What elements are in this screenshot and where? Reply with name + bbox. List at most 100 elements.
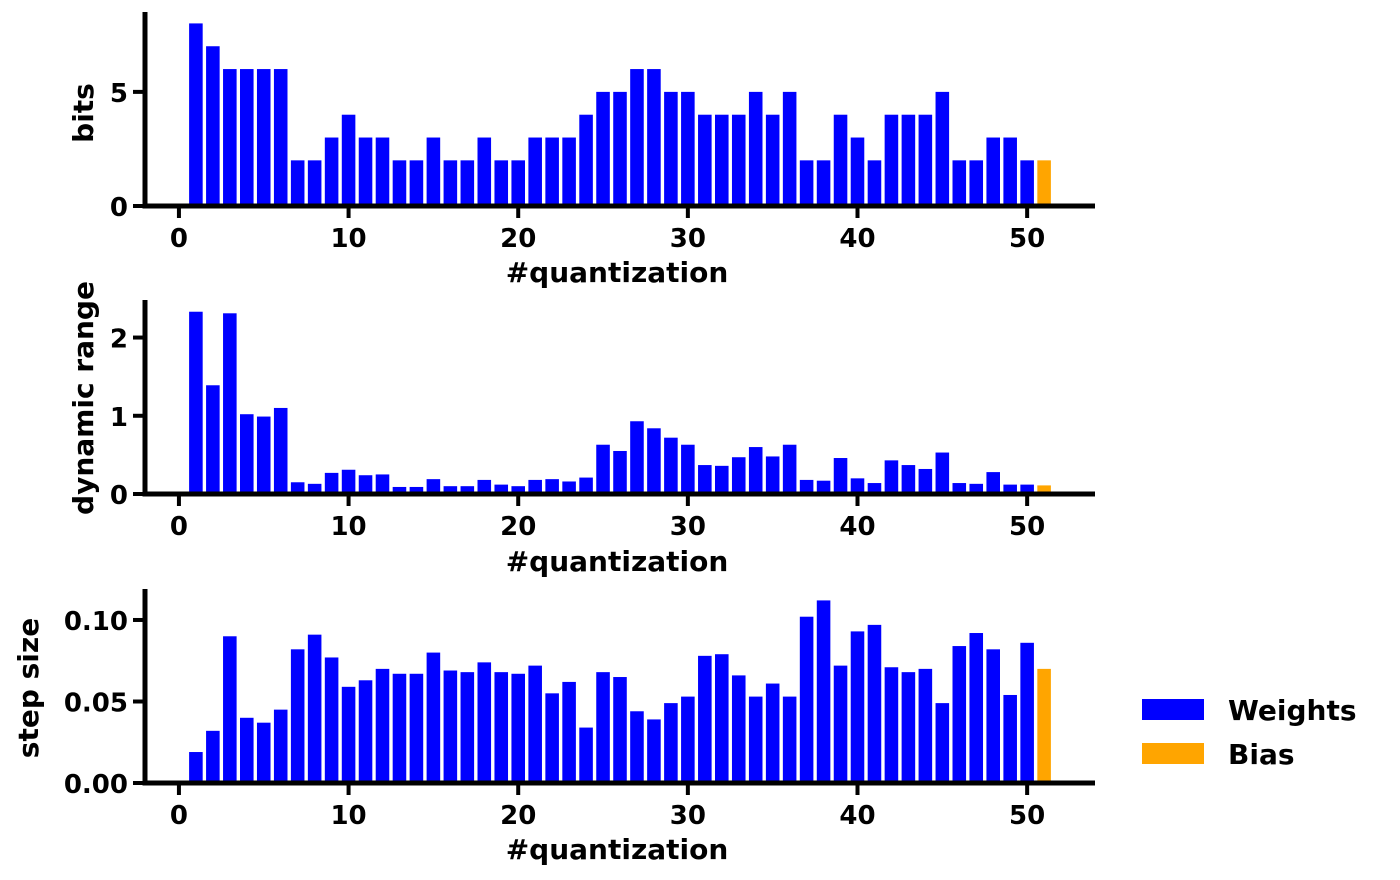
bar-weights-bits-18 [477,137,492,206]
bar-weights-step-size-35 [765,683,780,783]
x-tick-label-bits-0: 0 [170,224,188,254]
x-tick-label-dynamic-range-10: 10 [330,512,366,542]
bar-weights-dynamic-range-27 [630,421,644,494]
bar-weights-bits-4 [240,69,254,206]
bar-weights-dynamic-range-47 [969,483,984,494]
bar-weights-step-size-14 [409,673,424,783]
x-tick-label-step-size-20: 20 [500,801,536,831]
bar-weights-bits-20 [511,160,525,206]
bar-weights-step-size-25 [596,672,610,783]
bar-weights-step-size-8 [307,634,322,783]
bar-weights-bits-48 [986,137,1000,206]
bar-weights-dynamic-range-38 [816,480,831,494]
bar-weights-dynamic-range-50 [1020,484,1034,494]
bar-weights-step-size-38 [816,600,831,783]
bar-weights-dynamic-range-26 [613,450,627,494]
bar-weights-bits-23 [562,137,576,206]
ticks-step-size: 0 10 20 30 40 50 0.00 0.05 0.10 [64,607,1045,831]
x-tick-label-bits-20: 20 [500,224,536,254]
bar-weights-bits-32 [715,114,729,206]
bar-weights-bits-31 [698,114,712,206]
bar-weights-step-size-26 [613,677,627,783]
bar-weights-bits-16 [443,160,458,206]
bar-weights-bits-35 [765,114,780,206]
y-tick-label-dynamic-range-1: 1 [110,403,128,433]
bar-weights-dynamic-range-45 [935,452,950,494]
bar-weights-dynamic-range-34 [748,447,763,494]
bar-weights-dynamic-range-12 [375,474,390,494]
bar-weights-bits-2 [206,46,220,206]
bar-weights-bits-1 [189,23,203,206]
x-tick-label-bits-40: 40 [839,224,875,254]
bar-weights-dynamic-range-8 [307,483,322,494]
bar-weights-bits-33 [731,114,746,206]
bar-weights-step-size-49 [1003,694,1017,783]
bar-weights-bits-8 [307,160,322,206]
bar-weights-bits-13 [392,160,407,206]
bar-weights-step-size-11 [358,680,373,783]
legend-swatch-weights [1142,699,1204,720]
x-axis-title-step-size: #quantization [506,833,729,866]
bar-weights-step-size-40 [850,631,865,783]
bar-weights-dynamic-range-5 [256,416,271,494]
bar-weights-step-size-13 [392,673,407,783]
x-tick-label-step-size-50: 50 [1009,801,1045,831]
bar-weights-bits-10 [341,114,356,206]
bar-weights-bits-40 [850,137,865,206]
bar-weights-dynamic-range-4 [240,414,254,494]
x-tick-label-step-size-10: 10 [330,801,366,831]
bar-weights-bits-30 [681,91,695,206]
bar-weights-step-size-41 [867,624,882,783]
bar-weights-bits-36 [782,91,797,206]
legend-label-weights: Weights [1228,694,1357,727]
bar-weights-bits-17 [460,160,475,206]
axes-bits [142,12,1095,209]
x-tick-label-dynamic-range-30: 30 [670,512,706,542]
bar-weights-dynamic-range-11 [358,475,373,494]
bar-weights-dynamic-range-41 [867,483,882,494]
bar-weights-bits-7 [290,160,305,206]
bar-weights-step-size-27 [630,711,644,783]
bar-weights-step-size-31 [698,655,712,783]
bar-weights-step-size-36 [782,696,797,783]
bar-weights-bits-47 [969,160,984,206]
bar-weights-bits-11 [358,137,373,206]
x-axis-title-bits: #quantization [506,256,729,289]
x-tick-label-dynamic-range-0: 0 [170,512,188,542]
bar-weights-step-size-44 [918,668,933,783]
bar-weights-dynamic-range-23 [562,481,576,494]
bar-weights-step-size-50 [1020,642,1034,783]
bar-bias-bits-51 [1037,160,1051,206]
bar-weights-dynamic-range-21 [528,479,542,494]
bar-weights-dynamic-range-13 [392,486,407,494]
bar-weights-dynamic-range-22 [545,479,559,494]
bar-weights-step-size-48 [986,649,1000,783]
bar-weights-step-size-5 [256,722,271,783]
bar-weights-step-size-7 [290,649,305,783]
bar-weights-dynamic-range-40 [850,478,865,494]
bar-weights-bits-5 [256,69,271,206]
bar-weights-bits-3 [223,69,237,206]
bar-weights-dynamic-range-36 [782,444,797,494]
x-tick-label-step-size-40: 40 [839,801,875,831]
x-tick-label-dynamic-range-20: 20 [500,512,536,542]
bar-weights-step-size-30 [681,696,695,783]
y-axis-title-step-size: step size [12,618,45,758]
bar-weights-dynamic-range-24 [579,477,593,494]
bar-weights-bits-12 [375,137,390,206]
bar-weights-step-size-15 [426,652,441,783]
bar-weights-dynamic-range-32 [715,465,729,494]
bar-weights-step-size-39 [833,665,848,783]
bar-weights-bits-50 [1020,160,1034,206]
chart-dynamic-range: 0 10 20 30 40 50 0 1 2 #quantization dynamic ran… [67,281,1095,578]
bar-weights-dynamic-range-33 [731,457,746,494]
bars-bits [189,23,1051,206]
bar-weights-dynamic-range-18 [477,479,492,494]
bar-weights-step-size-17 [460,672,475,783]
bar-weights-dynamic-range-14 [409,486,424,494]
bar-weights-bits-9 [324,137,339,206]
bar-weights-step-size-19 [494,672,509,783]
bar-weights-dynamic-range-31 [698,465,712,494]
bar-weights-step-size-37 [799,616,814,783]
